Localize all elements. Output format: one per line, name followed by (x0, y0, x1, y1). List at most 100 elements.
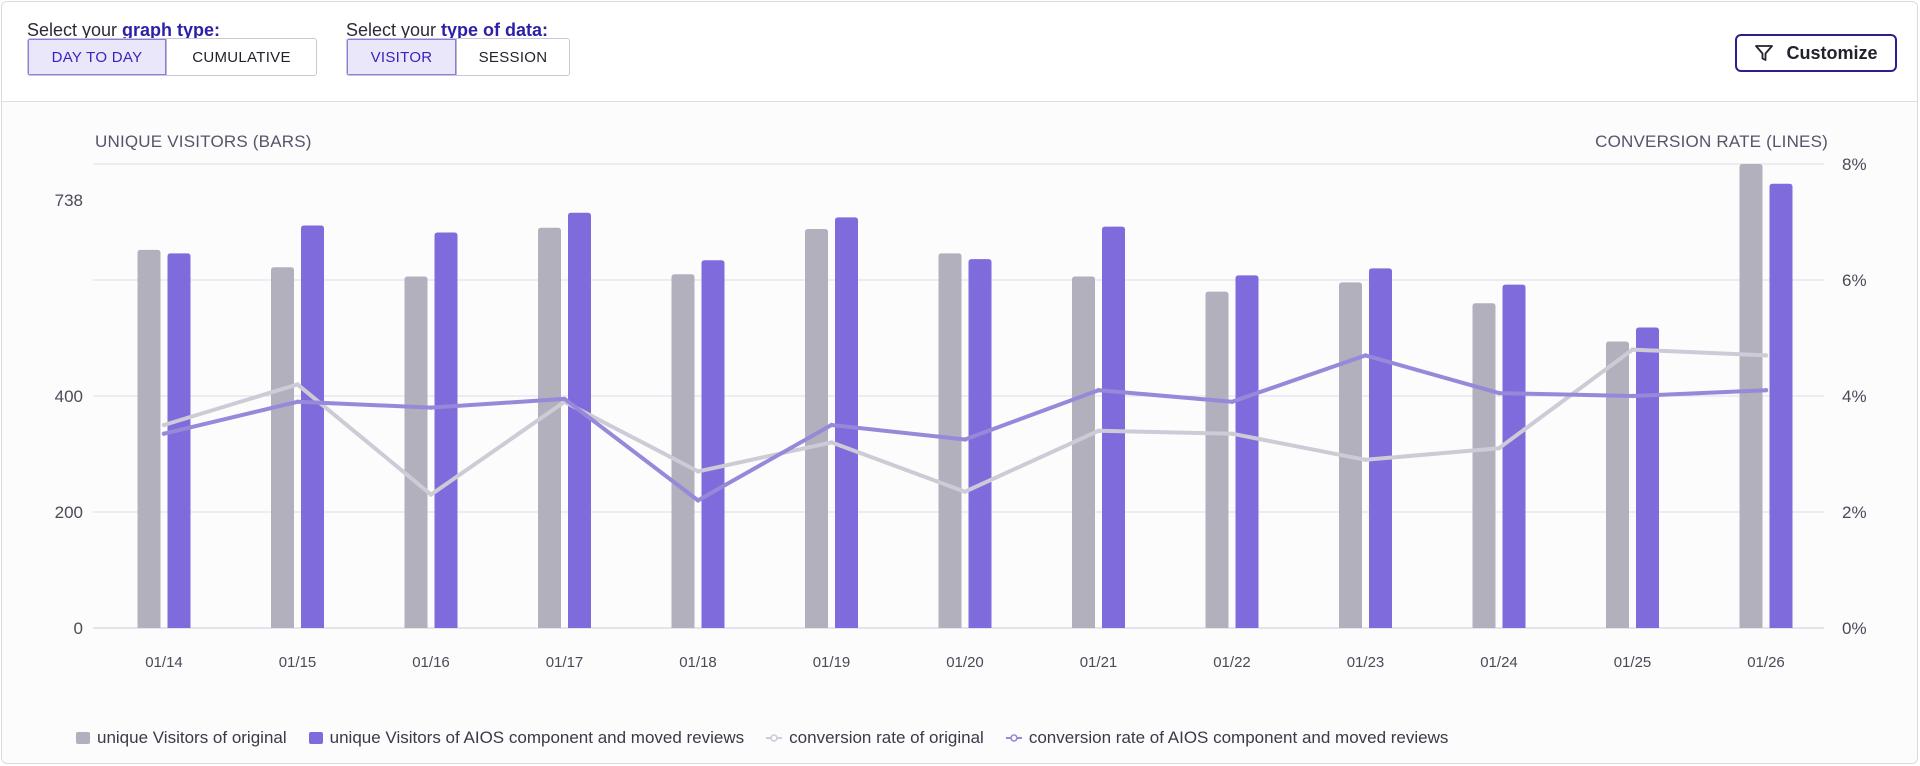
x-tick-label: 01/24 (1480, 654, 1518, 671)
line-point (1096, 388, 1101, 393)
line-point (428, 492, 434, 497)
line-point (1763, 388, 1769, 393)
legend-bar-swatch (76, 732, 90, 744)
line-point (1496, 446, 1502, 451)
data-type-selector: Select your type of data: (346, 18, 548, 42)
x-tick-label: 01/22 (1213, 654, 1251, 671)
bar-mark (805, 228, 828, 628)
graph-type-selector: Select your graph type: (27, 18, 220, 42)
bar-mark (835, 217, 858, 629)
bar-mark (568, 212, 591, 628)
line-point (1630, 347, 1635, 352)
bar-mark (938, 253, 962, 628)
bar-mark (1102, 226, 1125, 628)
customize-button[interactable]: Customize (1735, 34, 1897, 72)
x-tick-label: 01/17 (546, 654, 584, 671)
legend-item: conversion rate of original (766, 728, 984, 748)
bar-mark (167, 253, 191, 628)
filter-icon (1754, 43, 1774, 63)
legend-item: conversion rate of AIOS component and mo… (1005, 728, 1449, 748)
legend-label: conversion rate of original (789, 728, 984, 747)
bar-mark (1606, 341, 1629, 628)
line-point (562, 396, 567, 402)
legend-label: conversion rate of AIOS component and mo… (1028, 728, 1449, 747)
left-tick-label: 0 (74, 619, 83, 638)
bar-mark (671, 274, 695, 628)
line-point (1096, 428, 1101, 433)
line-point (1496, 390, 1502, 396)
bar-mark (1769, 183, 1793, 628)
day-to-day-button[interactable]: DAY TO DAY (28, 39, 167, 75)
line-point (1630, 393, 1635, 399)
line-point (962, 489, 968, 494)
line-point (829, 440, 834, 445)
line-point (1363, 457, 1368, 462)
chart-legend: unique Visitors of original unique Visito… (76, 728, 1470, 748)
bar-mark (137, 249, 161, 628)
right-tick-label: 8% (1842, 155, 1867, 174)
line-point (161, 422, 167, 428)
line-point (695, 498, 701, 503)
right-axis-title: CONVERSION RATE (LINES) (1595, 132, 1828, 151)
bar-mark (301, 225, 324, 628)
left-axis-title: UNIQUE VISITORS (BARS) (95, 132, 312, 151)
left-tick-label: 738 (55, 191, 83, 210)
bar-mark (1636, 327, 1659, 628)
bar-mark (1072, 276, 1095, 628)
right-tick-label: 6% (1842, 271, 1867, 290)
bar-mark (1502, 284, 1526, 628)
line-point (962, 437, 968, 442)
visitor-button[interactable]: VISITOR (347, 39, 457, 75)
bar-mark (1739, 164, 1763, 628)
x-tick-label: 01/19 (813, 654, 851, 671)
legend-label: unique Visitors of original (97, 728, 287, 747)
legend-item: unique Visitors of AIOS component and mo… (308, 728, 745, 748)
bar-mark (271, 267, 294, 628)
line-point (295, 382, 300, 387)
left-tick-label: 400 (55, 387, 83, 406)
line-point (161, 431, 167, 436)
right-tick-label: 4% (1842, 387, 1867, 406)
bar-mark (1205, 291, 1229, 628)
x-tick-label: 01/18 (679, 654, 717, 671)
x-tick-label: 01/14 (145, 654, 183, 671)
legend-label: unique Visitors of AIOS component and mo… (329, 728, 745, 747)
bar-mark (434, 232, 458, 628)
cumulative-button[interactable]: CUMULATIVE (166, 39, 316, 75)
line-point (1229, 431, 1235, 436)
line-point (1763, 353, 1769, 358)
legend-line-swatch (766, 734, 783, 742)
line-point (829, 422, 834, 428)
line-point (1363, 353, 1368, 358)
right-tick-label: 2% (1842, 503, 1867, 522)
line-point (295, 399, 300, 404)
bar-mark (404, 276, 428, 628)
legend-item: unique Visitors of original (76, 728, 287, 748)
right-tick-label: 0% (1842, 619, 1867, 638)
x-tick-label: 01/20 (946, 654, 984, 671)
left-tick-label: 200 (55, 503, 83, 522)
graph-type-label: Select your graph type: (27, 20, 221, 40)
x-tick-label: 01/26 (1747, 654, 1785, 671)
bar-mark (1472, 303, 1496, 628)
bar-mark (1369, 268, 1392, 628)
series-line (162, 347, 1768, 497)
bar-mark (1235, 275, 1259, 628)
x-tick-label: 01/25 (1614, 654, 1652, 671)
chart-controls-bar: Select your graph type: DAY TO DAY CUMUL… (2, 2, 1917, 102)
line-point (1229, 399, 1235, 404)
x-tick-label: 01/16 (412, 654, 450, 671)
data-type-toggle: VISITOR SESSION (346, 38, 570, 76)
line-point (695, 469, 701, 474)
combo-chart: UNIQUE VISITORS (BARS) CONVERSION RATE (L… (55, 132, 1867, 671)
x-tick-label: 01/23 (1347, 654, 1385, 671)
legend-bar-swatch (308, 732, 323, 744)
x-tick-label: 01/21 (1080, 654, 1118, 671)
graph-type-toggle: DAY TO DAY CUMULATIVE (27, 38, 317, 76)
customize-label: Customize (1786, 42, 1878, 63)
session-button[interactable]: SESSION (456, 39, 569, 75)
bar-mark (968, 259, 992, 628)
bar-mark (538, 227, 561, 629)
bar-mark (701, 260, 725, 628)
